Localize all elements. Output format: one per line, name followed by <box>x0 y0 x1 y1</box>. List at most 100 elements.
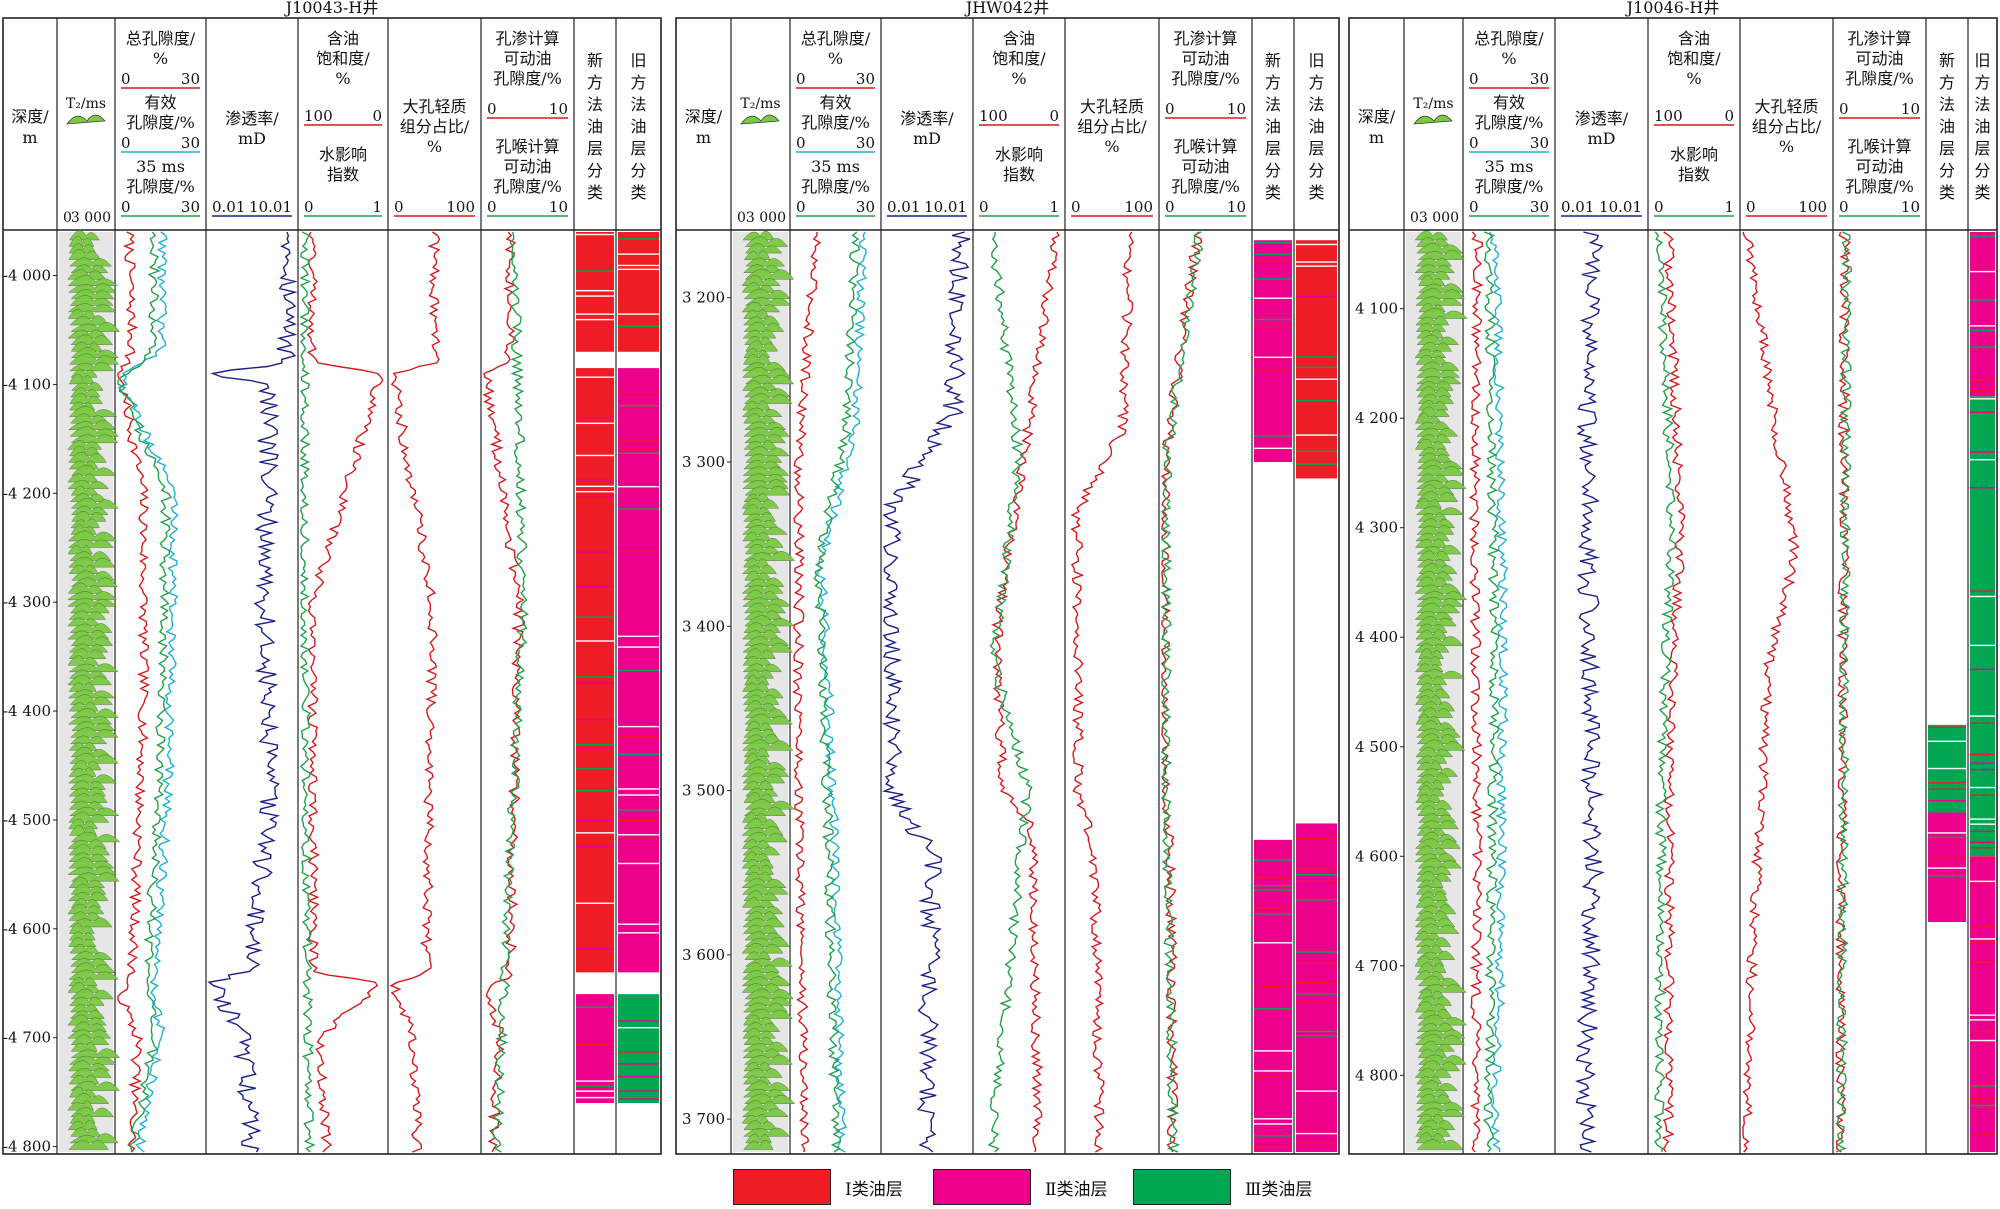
t2-spectrum-peak <box>68 891 109 902</box>
old-class-stripe <box>1296 348 1337 351</box>
t2-range-max: 3 000 <box>1419 210 1459 226</box>
old-class-stripe <box>1296 243 1337 246</box>
new-class-stripe <box>576 947 614 950</box>
old-class-stripe <box>618 440 659 442</box>
t2-range-min: 0 <box>737 210 746 226</box>
perm-range-min: 0.01 <box>887 198 920 216</box>
t2-spectrum-peak <box>742 681 770 692</box>
old-class-stripe <box>1296 1030 1337 1033</box>
t2-spectrum-peak <box>741 878 787 888</box>
new-class-stripe <box>1254 435 1292 437</box>
t2-spectrum-peak <box>1415 896 1451 908</box>
t2-spectrum-peak <box>745 243 783 254</box>
oil-saturation-range-max: 0 <box>1724 107 1734 125</box>
old-class-stripe <box>1970 823 1995 825</box>
porosity-header: 总孔隙度/ <box>1474 29 1544 48</box>
old-class-stripe <box>1296 946 1337 948</box>
new-class-stripe <box>1254 356 1292 359</box>
t2-spectrum-peak <box>742 851 771 862</box>
t2-spectrum-peak <box>68 1140 109 1150</box>
t2-spectrum-peak <box>70 322 120 332</box>
old-class-stripe <box>618 862 659 865</box>
legend-label-class2: Ⅱ类油层 <box>1045 1179 1108 1200</box>
old-class-header-char: 法 <box>1974 95 1990 114</box>
movable-oil-perm-range-min: 0 <box>487 100 497 118</box>
water-index-header: 水影响 <box>995 145 1043 164</box>
t2-spectrum-peak <box>1414 264 1455 273</box>
depth-tick-label: -4 600 <box>3 920 51 938</box>
t2-spectrum-peak <box>742 1028 776 1039</box>
t2-spectrum-peak <box>742 1041 789 1052</box>
old-class-stripe <box>1970 847 1995 849</box>
t2-spectrum-peak <box>744 519 779 529</box>
t2-spectrum-peak <box>68 539 115 548</box>
old-class-stripe <box>618 753 659 756</box>
movable-oil-throat-header: 孔喉计算 <box>1173 137 1237 156</box>
t2-spectrum-peak <box>67 275 118 286</box>
well-title: J10046-H井 <box>1625 0 1720 17</box>
old-class-header-char: 旧 <box>1974 51 1990 70</box>
old-class-stripe <box>1970 856 1995 859</box>
t2-spectrum-peak <box>741 301 781 313</box>
effective-porosity-header: 有效 <box>1493 93 1525 112</box>
t2-spectrum-peak <box>743 752 771 764</box>
old-class-stripe <box>618 280 659 282</box>
old-class-stripe <box>618 838 659 840</box>
t2-spectrum-peak <box>68 844 110 856</box>
t2-spectrum-peak <box>70 883 107 895</box>
old-class-stripe <box>1970 961 1995 963</box>
new-class-stripe <box>576 682 614 684</box>
t2-spectrum-peak <box>68 353 120 365</box>
old-class-stripe <box>1296 880 1337 882</box>
t2-spectrum-peak <box>67 1029 111 1039</box>
t2-spectrum-peak <box>1414 348 1446 358</box>
old-class-stripe <box>618 809 659 811</box>
t2-spectrum-peak <box>1416 1113 1446 1124</box>
t2-spectrum-peak <box>1417 452 1453 463</box>
t2-spectrum-peak <box>744 1054 793 1065</box>
t2-spectrum-peak <box>745 257 785 267</box>
movable-oil-throat-range-min: 0 <box>1839 198 1849 216</box>
new-class-header-char: 法 <box>1265 95 1281 114</box>
old-class-stripe <box>1970 270 1995 273</box>
new-class-stripe <box>576 233 614 236</box>
new-class-stripe <box>576 289 614 292</box>
depth-tick-label: 4 300 <box>1355 519 1398 537</box>
t2-spectrum-peak <box>1415 1132 1446 1144</box>
old-class-stripe <box>1296 973 1337 976</box>
porosity-35ms-header: 35 ms <box>811 157 860 176</box>
water-index-header: 指数 <box>327 165 359 184</box>
t2-spectrum-peak <box>1415 695 1444 705</box>
t2-spectrum-peak <box>70 1003 100 1013</box>
old-class-stripe <box>618 1075 659 1078</box>
porosity-35ms-range-max: 30 <box>856 198 875 216</box>
porosity-35ms-range-min: 0 <box>1469 198 1479 216</box>
t2-spectrum-peak <box>743 1061 773 1072</box>
old-class-stripe <box>1970 668 1995 671</box>
new-class-stripe <box>1254 1076 1292 1078</box>
total-porosity-range-max: 30 <box>1530 70 1549 88</box>
t2-spectrum-peak <box>743 622 781 633</box>
movable-oil-perm-range-max: 10 <box>1901 100 1920 118</box>
old-class-stripe <box>1970 722 1995 724</box>
total-porosity-range-max: 30 <box>181 70 200 88</box>
old-class-stripe <box>1296 265 1337 267</box>
old-class-header-char: 旧 <box>1308 51 1324 70</box>
old-class-stripe <box>1970 1127 1995 1129</box>
total-porosity-range-min: 0 <box>121 70 131 88</box>
t2-spectrum-peak <box>744 393 793 404</box>
t2-spectrum-peak <box>71 962 115 973</box>
t2-spectrum-peak <box>71 635 113 646</box>
t2-spectrum-peak <box>69 996 105 1006</box>
old-class-stripe <box>618 325 659 328</box>
t2-spectrum-peak <box>1416 237 1450 247</box>
t2-spectrum-peak <box>71 485 99 496</box>
legend-label-class1: Ⅰ类油层 <box>845 1179 903 1200</box>
t2-spectrum-peak <box>1415 910 1450 921</box>
new-class-stripe <box>1254 889 1292 891</box>
t2-spectrum-peak <box>742 962 780 973</box>
old-class-stripe <box>1296 837 1337 839</box>
old-class-header-char: 方 <box>1974 73 1990 92</box>
total-porosity-range-min: 0 <box>796 70 806 88</box>
t2-spectrum-peak <box>1416 616 1457 627</box>
